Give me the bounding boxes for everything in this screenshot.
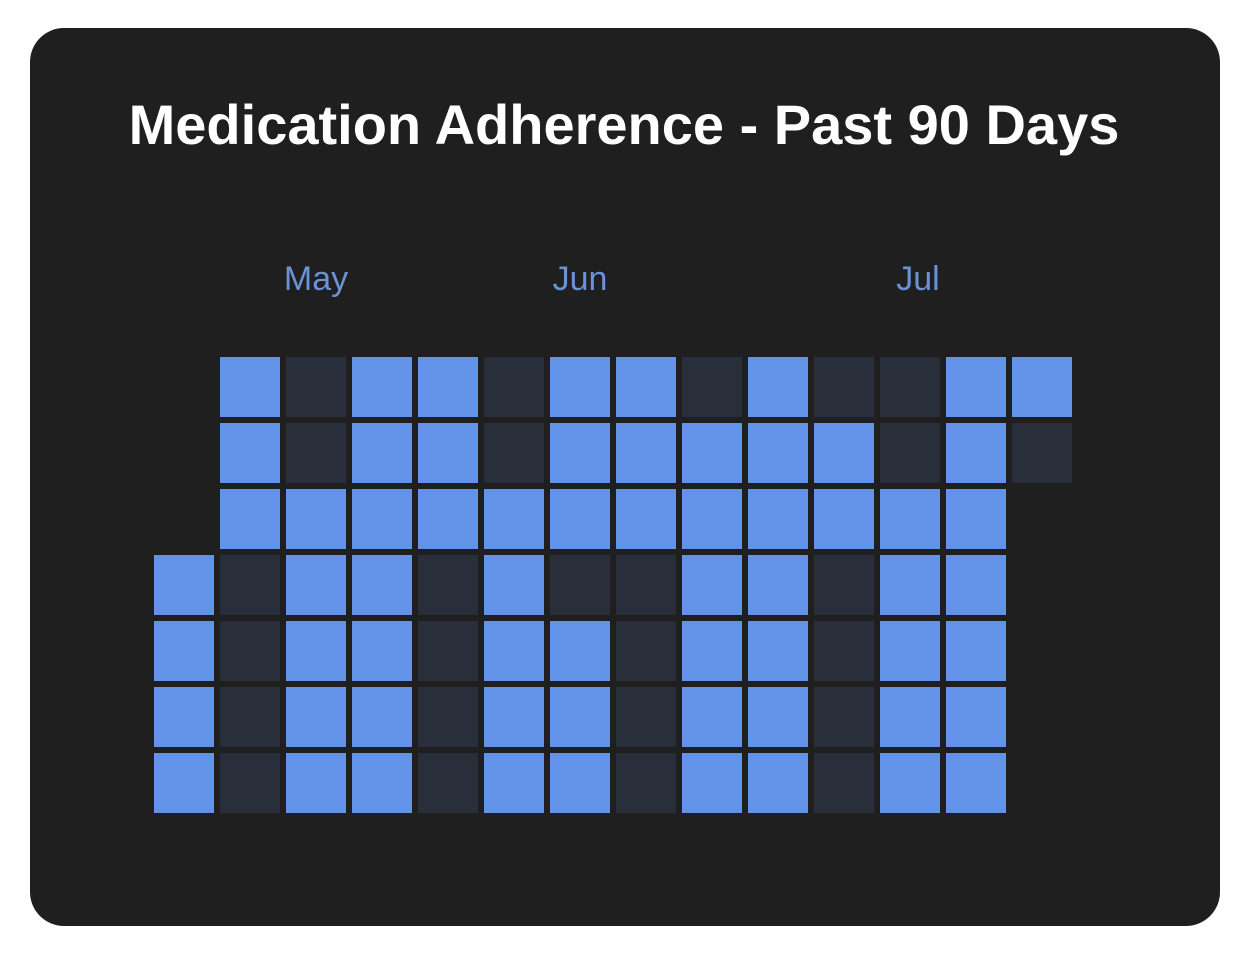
day-cell-missed (880, 423, 940, 483)
day-cell-taken (748, 753, 808, 813)
day-cell-taken (352, 489, 412, 549)
day-cell-taken (154, 753, 214, 813)
day-cell-taken (220, 489, 280, 549)
day-cell-taken (880, 621, 940, 681)
day-cell-taken (946, 489, 1006, 549)
day-cell-missed (616, 687, 676, 747)
day-cell-taken (484, 489, 544, 549)
day-cell-taken (484, 621, 544, 681)
day-cell-taken (484, 687, 544, 747)
day-cell-missed (220, 753, 280, 813)
day-cell-taken (1012, 357, 1072, 417)
day-cell-taken (418, 423, 478, 483)
day-cell-missed (484, 423, 544, 483)
day-cell-taken (550, 489, 610, 549)
day-cell-taken (286, 489, 346, 549)
day-cell-missed (220, 687, 280, 747)
day-cell-missed (484, 357, 544, 417)
day-cell-taken (286, 687, 346, 747)
day-cell-taken (550, 357, 610, 417)
day-cell-taken (748, 555, 808, 615)
day-cell-missed (418, 621, 478, 681)
day-cell-missed (286, 423, 346, 483)
day-cell-taken (682, 423, 742, 483)
day-cell-taken (418, 357, 478, 417)
day-cell-taken (946, 423, 1006, 483)
day-cell-taken (550, 687, 610, 747)
day-cell-missed (682, 357, 742, 417)
day-cell-taken (484, 753, 544, 813)
day-cell-taken (814, 489, 874, 549)
day-cell-taken (880, 489, 940, 549)
chart-title: Medication Adherence - Past 90 Days (128, 93, 1120, 156)
day-cell-taken (220, 357, 280, 417)
day-cell-taken (550, 423, 610, 483)
day-cell-taken (286, 753, 346, 813)
day-cell-taken (880, 687, 940, 747)
day-cell-missed (220, 621, 280, 681)
day-cell-missed (814, 621, 874, 681)
day-cell-taken (946, 555, 1006, 615)
day-cell-taken (814, 423, 874, 483)
day-cell-missed (616, 753, 676, 813)
day-cell-missed (418, 687, 478, 747)
day-cell-taken (550, 621, 610, 681)
day-cell-missed (550, 555, 610, 615)
month-label: May (284, 260, 348, 298)
day-cell-taken (352, 423, 412, 483)
day-cell-taken (748, 687, 808, 747)
day-cell-missed (418, 753, 478, 813)
heatmap-cells (154, 357, 1072, 813)
day-cell-taken (748, 357, 808, 417)
day-cell-taken (682, 489, 742, 549)
day-cell-taken (550, 753, 610, 813)
day-cell-taken (352, 621, 412, 681)
day-cell-missed (1012, 423, 1072, 483)
day-cell-taken (154, 687, 214, 747)
month-label: Jun (553, 260, 608, 298)
day-cell-missed (814, 753, 874, 813)
day-cell-taken (946, 621, 1006, 681)
day-cell-taken (286, 555, 346, 615)
day-cell-taken (682, 753, 742, 813)
day-cell-taken (154, 621, 214, 681)
day-cell-missed (418, 555, 478, 615)
day-cell-taken (154, 555, 214, 615)
day-cell-missed (880, 357, 940, 417)
day-cell-taken (946, 687, 1006, 747)
day-cell-taken (682, 555, 742, 615)
month-label: Jul (896, 260, 939, 298)
day-cell-missed (616, 555, 676, 615)
day-cell-missed (814, 357, 874, 417)
day-cell-taken (616, 357, 676, 417)
day-cell-taken (880, 555, 940, 615)
day-cell-taken (748, 489, 808, 549)
day-cell-taken (484, 555, 544, 615)
day-cell-missed (616, 621, 676, 681)
month-labels: May Jun Jul (284, 260, 940, 298)
day-cell-taken (220, 423, 280, 483)
day-cell-taken (616, 423, 676, 483)
day-cell-taken (682, 687, 742, 747)
day-cell-taken (286, 621, 346, 681)
day-cell-missed (286, 357, 346, 417)
day-cell-taken (748, 621, 808, 681)
day-cell-missed (814, 555, 874, 615)
day-cell-taken (418, 489, 478, 549)
day-cell-taken (352, 555, 412, 615)
day-cell-taken (352, 357, 412, 417)
day-cell-taken (880, 753, 940, 813)
day-cell-taken (352, 687, 412, 747)
day-cell-taken (946, 357, 1006, 417)
day-cell-taken (352, 753, 412, 813)
day-cell-taken (946, 753, 1006, 813)
day-cell-taken (748, 423, 808, 483)
day-cell-taken (616, 489, 676, 549)
day-cell-missed (814, 687, 874, 747)
day-cell-taken (682, 621, 742, 681)
day-cell-missed (220, 555, 280, 615)
